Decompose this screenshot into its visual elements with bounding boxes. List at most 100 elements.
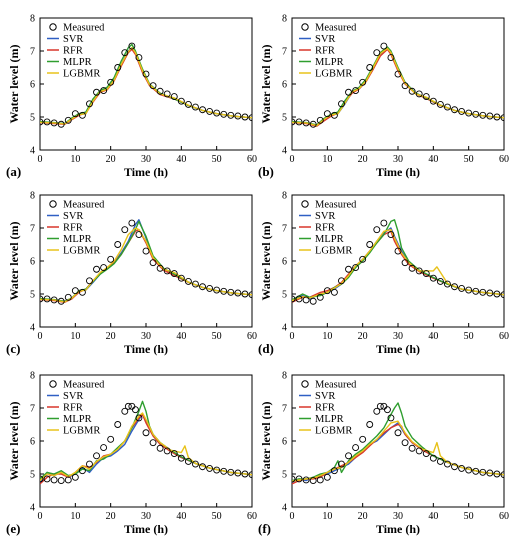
measured-point [486, 289, 494, 297]
measured-point [422, 93, 430, 100]
measured-point [192, 103, 199, 111]
measured-point [71, 287, 79, 295]
data-area [292, 402, 504, 485]
measured-point [295, 475, 303, 483]
measured-point [220, 287, 228, 295]
y-tick-label: 5 [282, 113, 287, 124]
legend-label: Measured [315, 380, 357, 391]
x-tick-label: 0 [290, 331, 295, 342]
measured-point [380, 402, 388, 410]
measured-point [292, 475, 296, 483]
measured-point [40, 118, 44, 126]
y-tick-label: 8 [282, 371, 287, 382]
measured-point [472, 467, 480, 475]
x-tick-label: 50 [464, 154, 474, 165]
measured-point [323, 110, 331, 118]
measured-point [64, 116, 72, 124]
measured-point [387, 54, 395, 62]
y-tick-label: 7 [282, 47, 287, 58]
measured-point [50, 119, 58, 127]
x-tick-label: 40 [176, 331, 186, 342]
x-tick-label: 60 [499, 154, 509, 165]
measured-point [43, 118, 51, 126]
measured-point [57, 120, 65, 128]
series-line-lgbmr [292, 420, 504, 482]
measured-point [156, 264, 164, 272]
measured-point [57, 297, 65, 305]
y-tick-label: 7 [282, 404, 287, 415]
measured-point [352, 444, 360, 452]
measured-point [227, 288, 235, 296]
x-tick-label: 60 [499, 331, 509, 342]
panel-label: (c) [6, 341, 20, 356]
x-axis-label: Time (h) [124, 342, 168, 356]
y-axis-label: Water level (m) [259, 44, 273, 123]
chart-panel-2: 0 10 20 30 40 50 60 4 5 6 7 8 Time (h) Water level (m… [258, 14, 509, 180]
measured-point [93, 452, 100, 460]
measured-point [248, 114, 252, 122]
x-tick-label: 0 [38, 511, 43, 522]
legend-marker-measured [49, 380, 57, 388]
measured-point [458, 464, 466, 472]
measured-point [78, 288, 86, 296]
x-tick-label: 30 [393, 154, 403, 165]
y-tick-label: 5 [282, 290, 287, 301]
measured-point [316, 293, 324, 301]
legend-label: LGBMR [63, 69, 100, 80]
x-tick-label: 40 [428, 331, 438, 342]
measured-point [213, 109, 221, 117]
measured-point [78, 467, 86, 475]
measured-point [93, 88, 100, 96]
y-axis-label: Water level (m) [7, 44, 21, 123]
measured-point [472, 287, 480, 295]
measured-point [422, 450, 430, 457]
measured-point [373, 407, 381, 415]
measured-point [50, 476, 58, 484]
measured-point [184, 101, 192, 108]
x-tick-label: 50 [464, 331, 474, 342]
measured-point [163, 447, 171, 455]
measured-point [338, 460, 345, 468]
y-tick-label: 4 [282, 503, 287, 514]
measured-point [451, 106, 458, 114]
measured-point [50, 296, 58, 304]
x-tick-label: 40 [176, 511, 186, 522]
y-tick-label: 4 [282, 323, 287, 334]
measured-point [366, 241, 374, 248]
measured-point [345, 88, 352, 96]
x-tick-label: 20 [106, 154, 116, 165]
legend-label: MLPR [63, 234, 92, 245]
y-tick-label: 6 [30, 80, 35, 91]
measured-point [107, 78, 115, 86]
measured-point [163, 90, 171, 98]
measured-point [213, 466, 221, 474]
measured-point [170, 270, 178, 277]
measured-point [330, 111, 338, 119]
y-axis-label: Water level (m) [259, 221, 273, 300]
measured-point [345, 265, 352, 273]
y-tick-label: 5 [30, 113, 35, 124]
legend-label: SVR [63, 211, 83, 222]
measured-point [86, 460, 93, 468]
measured-point [408, 264, 416, 272]
panel-label: (e) [6, 521, 20, 536]
legend-label: RFR [315, 46, 335, 57]
x-tick-label: 20 [358, 511, 368, 522]
measured-point [220, 110, 228, 118]
legend-marker-measured [301, 200, 309, 208]
measured-point [352, 264, 360, 272]
legend-label: Measured [315, 23, 357, 34]
legend-label: LGBMR [315, 246, 352, 257]
measured-point [57, 477, 65, 485]
x-tick-label: 30 [141, 511, 151, 522]
measured-point [380, 42, 388, 50]
measured-point [366, 421, 374, 428]
measured-point [309, 297, 317, 305]
legend-label: MLPR [63, 57, 92, 68]
measured-point [107, 435, 115, 443]
series-line-mlpr [292, 402, 504, 482]
measured-point [458, 284, 466, 292]
measured-point [302, 296, 310, 304]
y-tick-label: 6 [30, 257, 35, 268]
measured-point [429, 454, 437, 462]
